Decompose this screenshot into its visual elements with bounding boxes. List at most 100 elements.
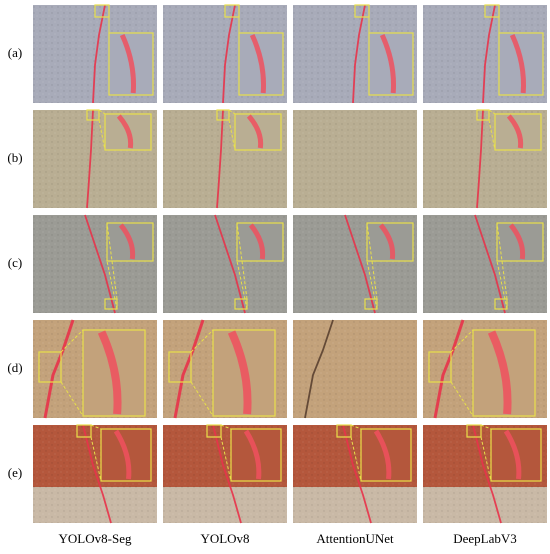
row-label: (d): [7, 360, 22, 375]
labels: (a) (b) (c) (d) (e) YOLOv8-Seg YOLOv8 Attention…: [7, 45, 516, 546]
zoom-source: [466, 424, 482, 438]
column-label: AttentionUNet: [316, 531, 394, 546]
crack: [344, 214, 376, 314]
zoom-inset: [496, 222, 544, 262]
zoom-connector: [90, 424, 102, 430]
zoom-connector: [366, 222, 378, 300]
zoom-connector: [220, 436, 232, 482]
zoom-connector: [496, 222, 508, 300]
zoom-source: [494, 298, 508, 310]
crack: [482, 4, 496, 104]
zoomed-crack: [378, 223, 396, 260]
zoomed-crack: [248, 223, 266, 260]
zoomed-crack: [118, 223, 136, 260]
crack: [476, 109, 484, 209]
zoom-source: [234, 298, 248, 310]
image-texture: [293, 320, 417, 418]
zoomed-crack: [119, 33, 137, 94]
row-label: (a): [8, 45, 22, 60]
image-grid: [33, 4, 547, 524]
zoom-connector: [480, 436, 492, 482]
image-cell: [423, 214, 547, 314]
zoom-source: [86, 109, 100, 121]
zoomed-crack: [508, 223, 526, 260]
zoom-connector: [236, 222, 248, 300]
zoom-connector: [366, 260, 378, 310]
zoom-connector: [488, 119, 496, 151]
zoom-connector: [190, 381, 214, 417]
image-cell: [163, 214, 287, 314]
image-cell: [163, 424, 287, 524]
zoomed-crack: [97, 330, 122, 415]
crack: [92, 4, 106, 104]
image-cell: [293, 110, 417, 208]
zoomed-crack: [506, 114, 524, 149]
zoom-connector: [106, 222, 118, 300]
zoom-source: [206, 424, 222, 438]
zoom-connector: [496, 260, 508, 310]
crack: [173, 319, 205, 419]
zoom-connector: [228, 109, 236, 115]
image-cell: [33, 214, 157, 314]
row-label: (b): [7, 150, 22, 165]
column-label: YOLOv8: [200, 531, 249, 546]
zoomed-crack: [373, 429, 392, 480]
zoomed-crack: [113, 429, 132, 480]
zoom-connector: [480, 424, 492, 430]
image-cell: [423, 4, 547, 104]
image-cell: [423, 109, 547, 209]
zoom-source: [168, 351, 192, 383]
image-texture: [293, 110, 417, 208]
image-cell: [163, 319, 287, 419]
zoom-connector: [450, 329, 474, 353]
zoom-connector: [106, 260, 118, 310]
crack: [214, 214, 246, 314]
zoom-source: [336, 424, 352, 438]
zoom-connector: [190, 329, 214, 353]
zoom-source: [76, 424, 92, 438]
zoom-source: [216, 109, 230, 121]
crack: [433, 319, 465, 419]
image-cell: [423, 424, 547, 524]
crack: [212, 424, 242, 524]
image-cell: [293, 214, 417, 314]
zoom-source: [364, 298, 378, 310]
zoomed-crack: [379, 33, 397, 94]
crack: [342, 424, 372, 524]
zoomed-crack: [227, 330, 252, 415]
zoom-inset: [368, 32, 414, 96]
zoom-inset: [360, 428, 412, 482]
zoomed-crack: [503, 429, 522, 480]
column-label: YOLOv8-Seg: [59, 531, 132, 546]
zoom-connector: [488, 109, 496, 115]
zoomed-crack: [116, 114, 134, 149]
zoomed-crack: [487, 330, 512, 415]
crack: [352, 4, 366, 104]
zoom-connector: [450, 381, 474, 417]
zoom-source: [428, 351, 452, 383]
image-cell: [163, 4, 287, 104]
image-cell: [293, 319, 417, 419]
crack: [474, 214, 506, 314]
crack: [216, 109, 224, 209]
image-cell: [163, 109, 287, 209]
crack: [472, 424, 502, 524]
crack: [222, 4, 236, 104]
zoom-connector: [98, 109, 106, 115]
image-cell: [33, 319, 157, 419]
zoom-connector: [60, 329, 84, 353]
crack: [86, 109, 94, 209]
zoom-source: [38, 351, 62, 383]
zoomed-crack: [509, 33, 527, 94]
row-label: (e): [8, 465, 22, 480]
zoom-connector: [90, 436, 102, 482]
image-cell: [293, 424, 417, 524]
crack: [84, 214, 116, 314]
image-cell: [293, 4, 417, 104]
image-cell: [423, 319, 547, 419]
crack: [43, 319, 75, 419]
image-cell: [33, 109, 157, 209]
image-cell: [33, 4, 157, 104]
zoom-connector: [220, 424, 232, 430]
